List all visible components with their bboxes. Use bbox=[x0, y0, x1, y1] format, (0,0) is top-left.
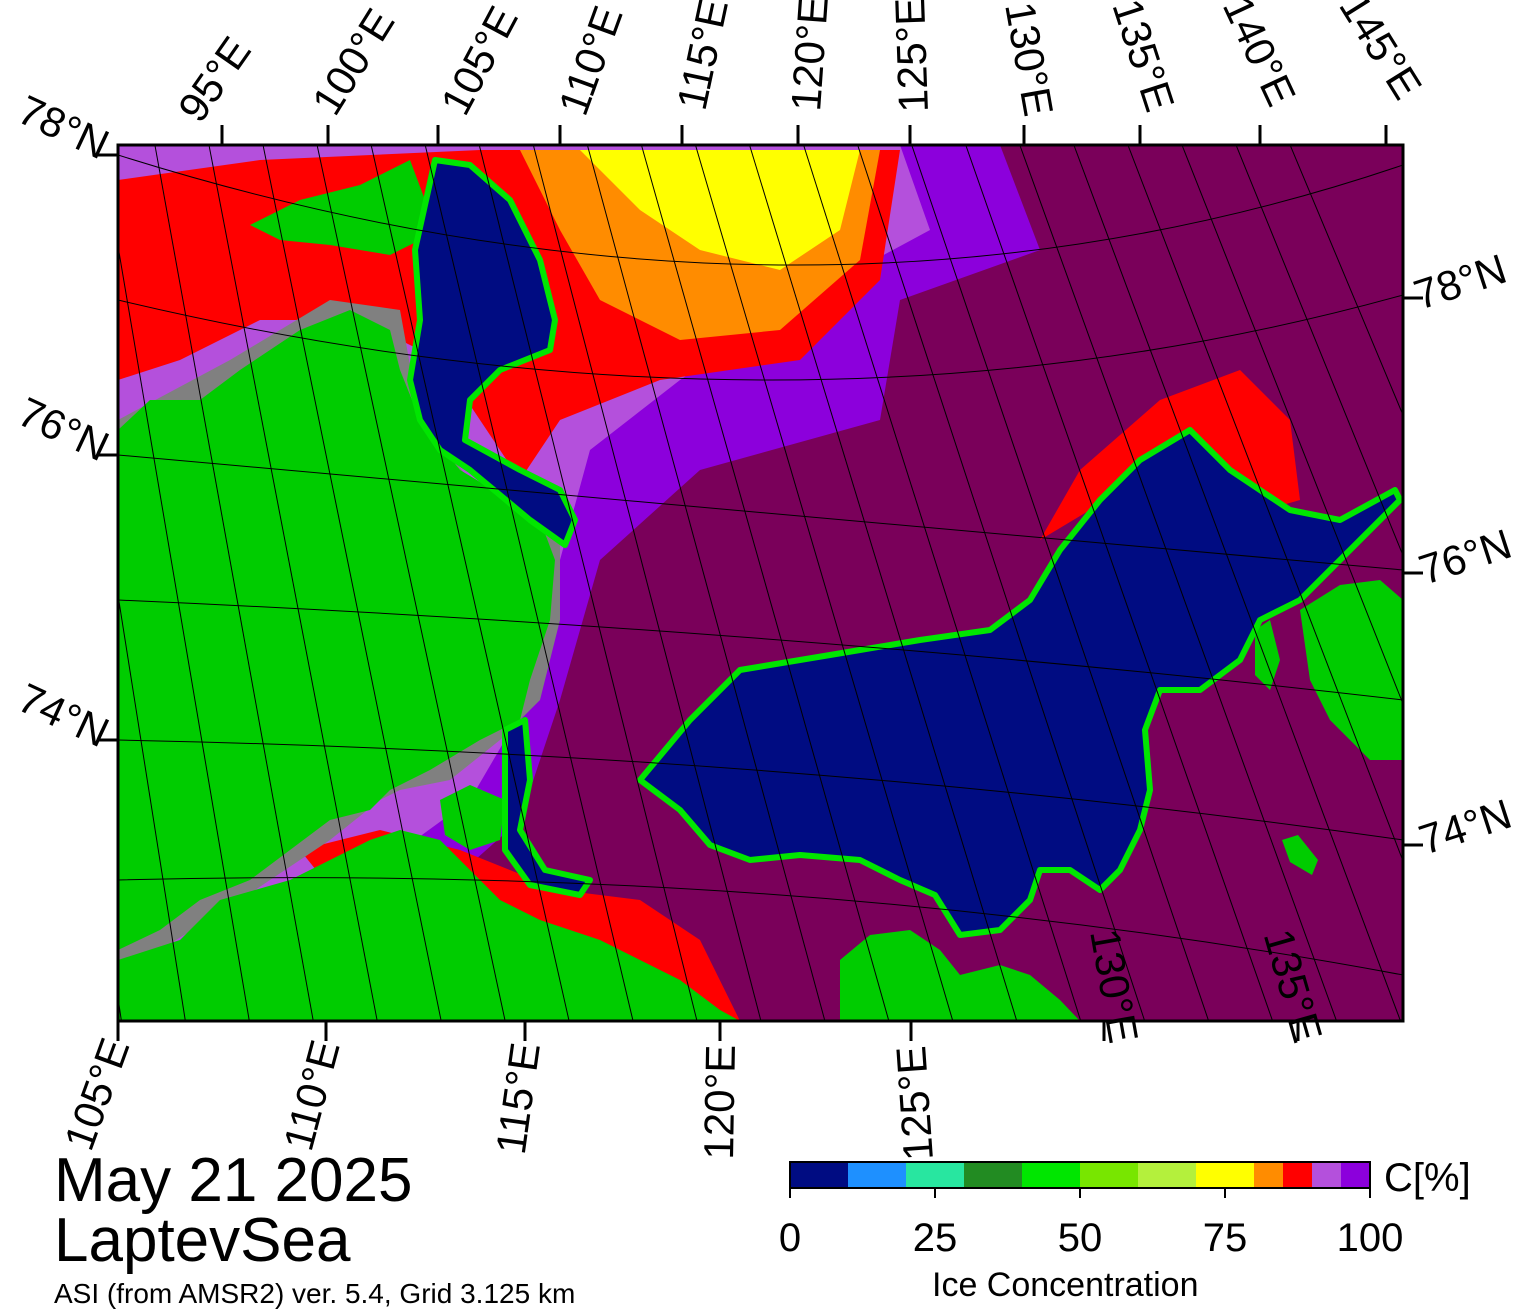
top-lon-label: 135°E bbox=[1103, 0, 1183, 117]
bottom-lon-label: 125°E bbox=[887, 1044, 942, 1162]
colorbar-bin bbox=[1022, 1162, 1080, 1188]
graticule-meridian bbox=[118, 994, 122, 1021]
open-water-polynya-central bbox=[637, 427, 1403, 938]
colorbar bbox=[789, 1161, 1371, 1198]
lena-delta-land bbox=[840, 930, 1080, 1021]
graticule-meridian bbox=[262, 145, 442, 1021]
colorbar-tick-label: 50 bbox=[1057, 1216, 1103, 1260]
colorbar-tick-label: 100 bbox=[1336, 1216, 1404, 1260]
top-lon-label: 125°E bbox=[886, 0, 937, 113]
top-lon-label: 115°E bbox=[668, 0, 737, 114]
colorbar-bin bbox=[848, 1162, 906, 1188]
graticule-meridian bbox=[1073, 145, 1402, 1021]
top-lon-label: 105°E bbox=[431, 0, 526, 122]
colorbar-bin bbox=[790, 1162, 848, 1188]
right-lat-label: 74°N bbox=[1413, 790, 1517, 864]
colorbar-tick-label: 0 bbox=[778, 1216, 802, 1260]
top-lon-label: 110°E bbox=[549, 0, 631, 121]
graticule-parallel bbox=[118, 294, 1403, 381]
right-lat-label: 76°N bbox=[1413, 520, 1517, 594]
graticule-meridian bbox=[478, 145, 698, 1021]
graticule-meridian bbox=[118, 243, 250, 1021]
graticule-parallel bbox=[118, 739, 1403, 841]
colorbar-unit: C[%] bbox=[1384, 1156, 1471, 1200]
colorbar-bin bbox=[1138, 1162, 1196, 1188]
graticule-meridian bbox=[370, 145, 570, 1021]
region-title: LaptevSea bbox=[54, 1206, 351, 1275]
graticule-meridian bbox=[532, 145, 762, 1021]
source-caption: ASI (from AMSR2) ver. 5.4, Grid 3.125 km bbox=[54, 1278, 576, 1309]
bottom-lon-label: 105°E bbox=[55, 1032, 138, 1156]
right-latitude-labels: 78°N 76°N 74°N bbox=[1408, 245, 1517, 864]
colorbar-bin bbox=[1283, 1162, 1312, 1188]
graticule-meridian bbox=[586, 145, 826, 1021]
new-siberian-islands-land bbox=[1300, 580, 1403, 760]
bottom-lon-label: 120°E bbox=[695, 1044, 744, 1160]
graticule-meridian bbox=[640, 145, 890, 1021]
graticule-meridian bbox=[749, 145, 1018, 1021]
bottom-lon-label: 115°E bbox=[487, 1040, 549, 1157]
small-island-land bbox=[350, 370, 410, 420]
colorbar-title: Ice Concentration bbox=[932, 1266, 1199, 1304]
stolbovoy-islet-land bbox=[1282, 835, 1318, 875]
colorbar-bin bbox=[1341, 1162, 1370, 1188]
graticule-meridian bbox=[1235, 145, 1403, 557]
graticule-meridian bbox=[1289, 145, 1403, 417]
graticule-meridian bbox=[424, 145, 634, 1021]
axis-ticks bbox=[98, 125, 1423, 1041]
small-islet-land bbox=[1255, 620, 1280, 690]
top-lon-label: 140°E bbox=[1214, 0, 1305, 113]
taymyr-peninsula-land bbox=[118, 310, 555, 950]
graticule-meridian bbox=[857, 145, 1146, 1021]
graticule-parallel bbox=[118, 877, 1403, 976]
colorbar-bin bbox=[1196, 1162, 1254, 1188]
open-water-channel-south bbox=[502, 717, 593, 898]
begichev-island-land bbox=[440, 785, 505, 850]
graticule-parallel bbox=[118, 154, 1403, 266]
bottom-lon-label: 110°E bbox=[274, 1035, 348, 1155]
top-lon-label: 130°E bbox=[996, 0, 1062, 120]
graticule-meridian bbox=[1181, 145, 1403, 706]
graticule-meridian bbox=[1019, 145, 1338, 1021]
map-frame bbox=[116, 143, 1405, 1023]
graticule-meridian bbox=[911, 145, 1210, 1021]
left-lat-label: 78°N bbox=[11, 86, 116, 168]
colorbar-bin bbox=[1312, 1162, 1341, 1188]
graticule-meridian bbox=[1127, 145, 1403, 863]
colorbar-bin bbox=[906, 1162, 964, 1188]
colorbar-bin bbox=[964, 1162, 1022, 1188]
date-title: May 21 2025 bbox=[54, 1146, 413, 1215]
colorbar-tick-label: 25 bbox=[912, 1216, 958, 1260]
colorbar-tick-label: 75 bbox=[1202, 1216, 1248, 1260]
graticule-meridian bbox=[965, 145, 1274, 1021]
colorbar-bin bbox=[1080, 1162, 1138, 1188]
top-lon-label: 120°E bbox=[782, 0, 837, 113]
graticule-meridian bbox=[694, 145, 954, 1021]
left-latitude-labels: 78°N 76°N 74°N bbox=[11, 86, 116, 756]
severnaya-zemlya-land bbox=[250, 160, 425, 255]
top-lon-label: 145°E bbox=[1330, 0, 1431, 107]
graticule-meridian bbox=[316, 145, 506, 1021]
graticule-meridian bbox=[0, 140, 58, 1025]
graticule-meridian bbox=[803, 145, 1082, 1021]
graticule-lines bbox=[0, 140, 1403, 1025]
top-lon-label: 100°E bbox=[303, 0, 404, 122]
ice-concentration-map bbox=[0, 140, 1403, 1025]
top-longitude-labels: 95°E 100°E 105°E 110°E 115°E 120°E 125°E… bbox=[169, 0, 1431, 130]
left-lat-label: 74°N bbox=[11, 674, 116, 756]
graticule-meridian bbox=[118, 591, 186, 1021]
right-lat-label: 78°N bbox=[1408, 245, 1512, 319]
siberian-coast-land bbox=[118, 830, 740, 1021]
colorbar-bin bbox=[1254, 1162, 1283, 1188]
left-lat-label: 76°N bbox=[11, 388, 116, 470]
graticule-parallel bbox=[118, 599, 1403, 701]
top-lon-label: 95°E bbox=[169, 28, 260, 130]
ice-70-80-zone bbox=[580, 150, 860, 270]
